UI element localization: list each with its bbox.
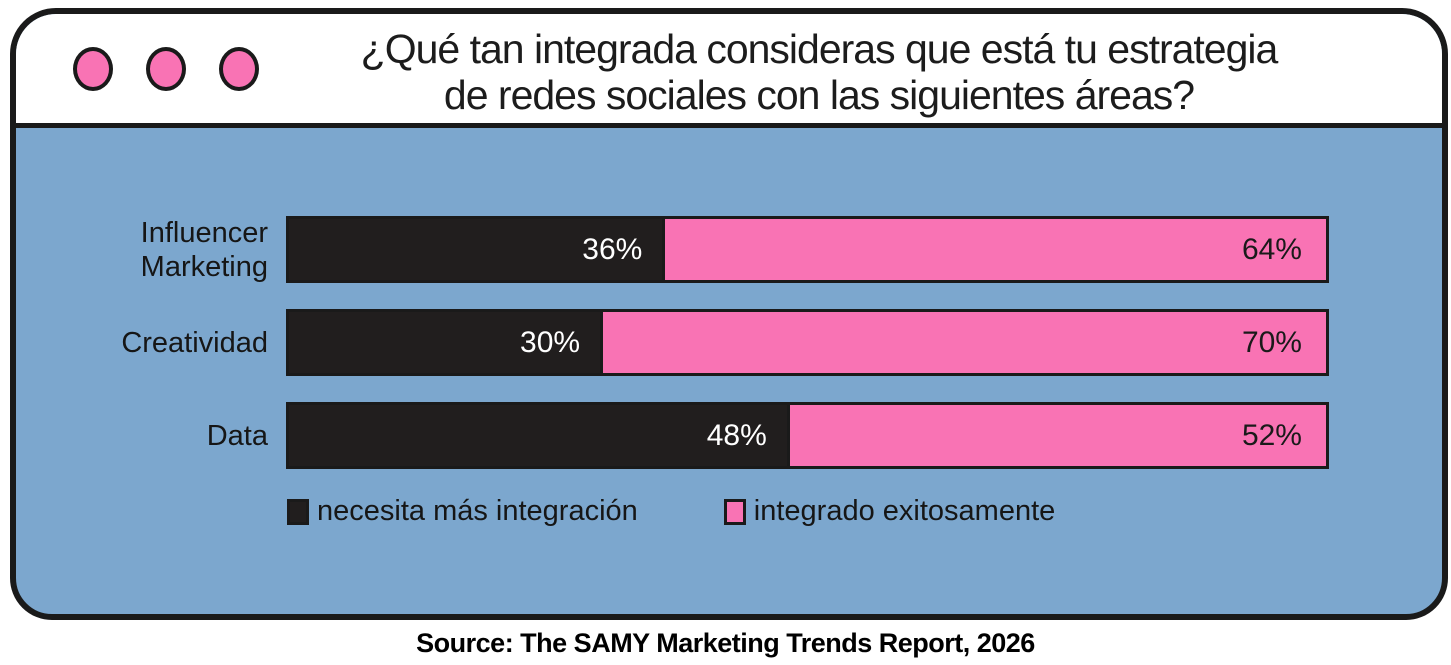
chart-title: ¿Qué tan integrada consideras que está t… [336,26,1302,118]
chart-panel: Influencer Marketing 36% 64% Creatividad… [16,128,1442,609]
legend-item-integrated: integrado exitosamente [723,495,1056,528]
bar-segment-integrated: 52% [786,405,1326,466]
value-label: 70% [1241,325,1302,359]
value-label: 36% [582,232,643,266]
bar-segment-integrated: 64% [662,219,1326,280]
category-label: Influencer Marketing [140,216,268,283]
window-dot-icon [219,46,259,91]
legend-swatch-pink [723,498,746,525]
stacked-bar: 48% 52% [286,402,1329,469]
bar-row: Data 48% 52% [16,402,1442,469]
legend-item-needs-integration: necesita más integración [287,495,638,528]
window-titlebar: ¿Qué tan integrada consideras que está t… [16,14,1442,128]
window-dots [73,46,259,91]
category-label: Data [206,419,268,452]
chart-legend: necesita más integración integrado exito… [287,495,1442,528]
value-label: 52% [1241,418,1302,452]
chart-title-line-1: ¿Qué tan integrada consideras que está t… [360,26,1279,72]
legend-swatch-black [287,498,309,525]
value-label: 48% [706,418,767,452]
bar-segment-needs-integration: 30% [289,312,601,373]
window-dot-icon [146,46,186,91]
chart-title-line-2: de redes sociales con las siguientes áre… [443,72,1195,118]
legend-label: integrado exitosamente [753,495,1056,527]
legend-label: necesita más integración [317,495,638,527]
bar-segment-needs-integration: 36% [289,219,663,280]
bar-row: Creatividad 30% 70% [16,309,1442,376]
stacked-bar: 30% 70% [286,309,1329,376]
category-label: Creatividad [121,326,268,359]
infographic-window: ¿Qué tan integrada consideras que está t… [10,8,1448,620]
bar-segment-integrated: 70% [600,312,1326,373]
value-label: 30% [520,325,581,359]
stacked-bar: 36% 64% [286,216,1329,283]
stacked-bar-chart: Influencer Marketing 36% 64% Creatividad… [16,128,1442,528]
value-label: 64% [1241,232,1302,266]
window-dot-icon [73,46,113,91]
source-caption: Source: The SAMY Marketing Trends Report… [416,628,1035,658]
bar-segment-needs-integration: 48% [289,405,787,466]
bar-row: Influencer Marketing 36% 64% [16,216,1442,283]
